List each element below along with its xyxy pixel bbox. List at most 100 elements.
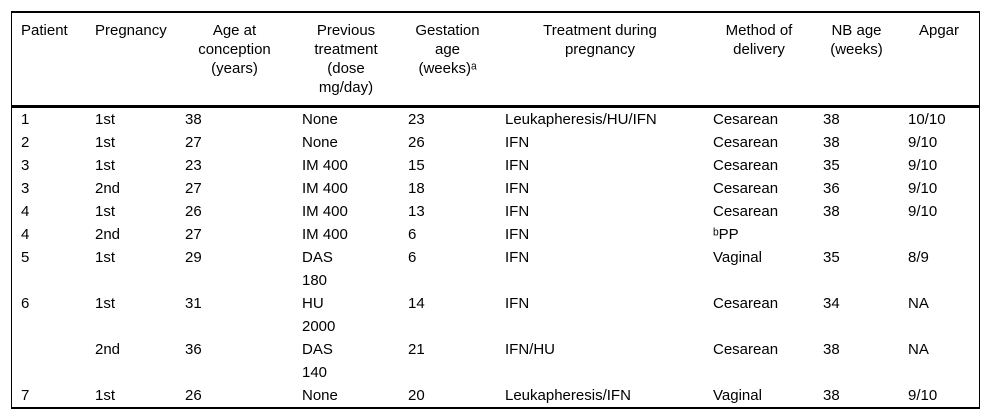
table-cell: 38 <box>185 111 202 128</box>
table-cell: 31 <box>185 295 202 312</box>
table-cell: 26 <box>185 203 202 220</box>
table-cell: NA <box>908 295 929 312</box>
table-cell: 20 <box>408 387 425 404</box>
table-cell: IM 400 <box>302 180 348 197</box>
table-cell: NA <box>908 341 929 358</box>
table-cell: Cesarean <box>713 203 779 220</box>
table-cell: 1st <box>95 203 116 220</box>
table-row: 4 2nd 27 IM 400 6 IFN ᵇPP <box>12 223 979 246</box>
table-cell: 4 <box>21 203 30 220</box>
table-cell: Cesarean <box>713 295 779 312</box>
table-cell: IFN <box>505 226 530 243</box>
column-header-patient: Patient <box>12 13 86 108</box>
table-cell: 26 <box>185 387 202 404</box>
table-cell: 1st <box>95 387 116 404</box>
table-cell: 9/10 <box>908 180 938 197</box>
table-cell <box>899 223 979 246</box>
table-cell: HU 2000 <box>302 295 336 335</box>
table-cell: None <box>302 111 338 128</box>
table-cell: DAS 180 <box>302 249 333 289</box>
table-cell: 1st <box>95 249 116 266</box>
table-cell: 23 <box>408 111 425 128</box>
table-cell: Vaginal <box>713 387 762 404</box>
table-cell: 9/10 <box>908 157 938 174</box>
table-cell: 27 <box>185 134 202 151</box>
table-cell: 18 <box>408 180 425 197</box>
column-header-nb-age: NB age (weeks) <box>814 13 899 108</box>
table-cell: 9/10 <box>908 387 938 404</box>
table-cell: 29 <box>185 249 202 266</box>
table-cell: 27 <box>185 180 202 197</box>
table-cell: 6 <box>21 295 30 312</box>
table-cell: Cesarean <box>713 157 779 174</box>
table-cell: 4 <box>21 226 30 243</box>
column-header-pregnancy: Pregnancy <box>86 13 176 108</box>
table-cell <box>814 223 899 246</box>
table-cell: 7 <box>21 387 30 404</box>
column-header-previous-treatment: Previous treatment (dose mg/day) <box>293 13 399 108</box>
patients-table-container: Patient Pregnancy Age at conception (yea… <box>11 11 980 409</box>
table-row: 3 2nd 27 IM 400 18 IFN Cesarean 36 9/10 <box>12 177 979 200</box>
table-cell: 3 <box>21 157 30 174</box>
table-row: 2 1st 27 None 26 IFN Cesarean 38 9/10 <box>12 131 979 154</box>
column-header-treatment-during-pregnancy: Treatment during pregnancy <box>496 13 704 108</box>
table-cell: 1st <box>95 134 116 151</box>
table-cell: 2 <box>21 134 30 151</box>
table-cell: 38 <box>823 134 840 151</box>
table-cell: IFN <box>505 295 530 312</box>
column-header-gestation-age: Gestation age (weeks)ᵃ <box>399 13 496 108</box>
table-cell: Cesarean <box>713 134 779 151</box>
table-cell: 26 <box>408 134 425 151</box>
table-cell: Leukapheresis/HU/IFN <box>505 111 657 128</box>
table-cell: 1st <box>95 157 116 174</box>
table-cell: Cesarean <box>713 111 779 128</box>
table-cell: IFN <box>505 134 530 151</box>
table-cell: 9/10 <box>908 203 938 220</box>
table-cell: 14 <box>408 295 425 312</box>
table-cell: 23 <box>185 157 202 174</box>
table-cell: IFN <box>505 180 530 197</box>
table-cell: Leukapheresis/IFN <box>505 387 631 404</box>
table-cell: IFN <box>505 157 530 174</box>
header-row: Patient Pregnancy Age at conception (yea… <box>12 13 979 108</box>
table-cell: IM 400 <box>302 157 348 174</box>
table-cell: 13 <box>408 203 425 220</box>
table-cell: 9/10 <box>908 134 938 151</box>
column-header-method-of-delivery: Method of delivery <box>704 13 814 108</box>
table-cell: DAS 140 <box>302 341 333 381</box>
table-cell: None <box>302 387 338 404</box>
table-cell: IFN <box>505 203 530 220</box>
table-cell: 38 <box>823 387 840 404</box>
table-cell: 2nd <box>95 341 121 358</box>
table-cell: 27 <box>185 226 202 243</box>
table-cell: IM 400 <box>302 203 348 220</box>
table-cell: 36 <box>185 341 202 358</box>
table-cell: 6 <box>408 249 417 266</box>
table-cell: 10/10 <box>908 111 946 128</box>
table-cell: 5 <box>21 249 30 266</box>
table-cell: Cesarean <box>713 180 779 197</box>
table-cell: 2nd <box>95 226 121 243</box>
table-cell: 2nd <box>95 180 121 197</box>
table-cell: 15 <box>408 157 425 174</box>
table-row: 4 1st 26 IM 400 13 IFN Cesarean 38 9/10 <box>12 200 979 223</box>
table-cell: IFN/HU <box>505 341 555 358</box>
table-cell: IM 400 <box>302 226 348 243</box>
column-header-age-at-conception: Age at conception (years) <box>176 13 293 108</box>
table-row: 1 1st 38 None 23 Leukapheresis/HU/IFN Ce… <box>12 107 979 132</box>
table-row: 5 1st 29 DAS 180 6 IFN Vaginal 35 8/9 <box>12 246 979 292</box>
column-header-apgar: Apgar <box>899 13 979 108</box>
table-row: 2nd 36 DAS 140 21 IFN/HU Cesarean 38 NA <box>12 338 979 384</box>
table-cell: 6 <box>408 226 417 243</box>
table-cell <box>12 338 86 384</box>
table-cell: 38 <box>823 111 840 128</box>
table-cell: 34 <box>823 295 840 312</box>
table-cell: IFN <box>505 249 530 266</box>
table-cell: 21 <box>408 341 425 358</box>
table-cell: Vaginal <box>713 249 762 266</box>
table-cell: ᵇPP <box>713 226 739 243</box>
table-cell: 36 <box>823 180 840 197</box>
table-row: 3 1st 23 IM 400 15 IFN Cesarean 35 9/10 <box>12 154 979 177</box>
patients-table: Patient Pregnancy Age at conception (yea… <box>12 13 979 407</box>
table-cell: 38 <box>823 341 840 358</box>
